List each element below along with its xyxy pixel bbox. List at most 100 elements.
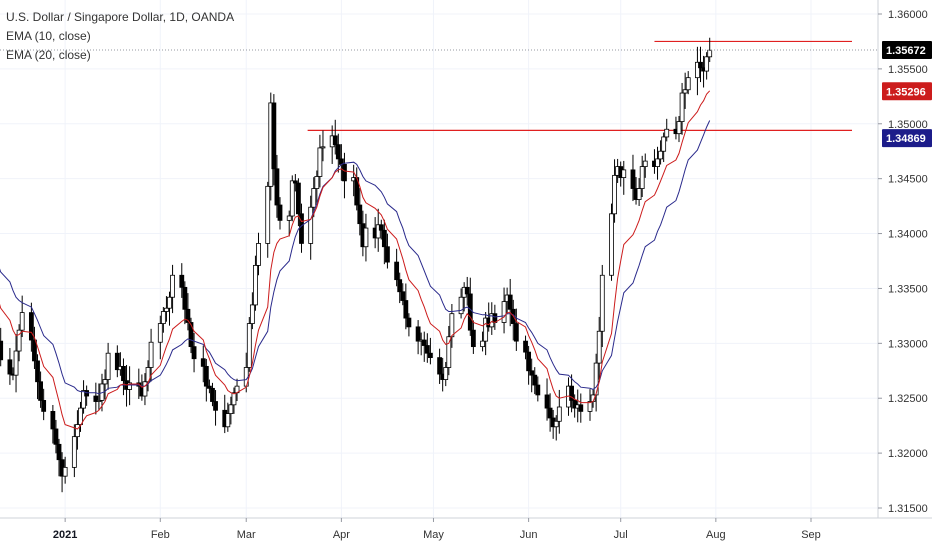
candle-up — [311, 188, 317, 208]
candle-down — [182, 286, 188, 310]
candle-up — [320, 146, 326, 149]
candle-down — [470, 329, 476, 348]
time-tick-label: Jun — [520, 529, 538, 541]
grid — [0, 0, 878, 518]
candle-down — [35, 360, 40, 383]
candle-up — [642, 160, 648, 167]
svg-text:1.35296: 1.35296 — [886, 86, 926, 98]
candle-down — [56, 443, 62, 461]
candle-up — [308, 206, 314, 244]
candle-down — [53, 428, 59, 445]
candle-up — [655, 158, 660, 167]
candle-down — [529, 370, 535, 376]
candle-down — [544, 394, 550, 409]
price-tick-label: 1.32000 — [888, 448, 928, 460]
candle-down — [535, 384, 541, 396]
candle-down — [523, 340, 528, 353]
candle-up — [16, 329, 22, 352]
candle-down — [513, 323, 519, 342]
last-price-badge: 1.35672 — [882, 41, 932, 60]
candle-up — [225, 413, 231, 428]
candle-down — [464, 286, 470, 295]
candle-down — [532, 374, 538, 386]
time-axis[interactable]: 2021 Feb Mar Apr May Jun Jul Aug Sep — [0, 517, 932, 550]
candle-down — [210, 387, 215, 402]
svg-text:1.35672: 1.35672 — [886, 45, 926, 57]
price-tick-label: 1.35500 — [888, 64, 928, 76]
price-axis[interactable]: 1.36000 1.35500 1.35000 1.34500 1.34000 1.335… — [877, 0, 932, 518]
candle-up — [164, 307, 169, 312]
candle-up — [249, 304, 255, 324]
candle-down — [277, 204, 283, 221]
chart-legend: U.S. Dollar / Singapore Dollar, 1D, OAND… — [6, 8, 234, 65]
candle-up — [170, 274, 175, 298]
candle-up — [314, 176, 320, 189]
ema20-line — [0, 120, 711, 395]
candle-down — [421, 339, 427, 346]
candle-down — [296, 182, 301, 215]
candle-up — [148, 341, 154, 368]
time-tick-label: 2021 — [53, 529, 77, 541]
candle-up — [157, 323, 163, 343]
candle-up — [664, 128, 670, 138]
candle-down — [342, 163, 347, 182]
candle-down — [93, 395, 99, 402]
candle-down — [50, 410, 56, 430]
candle-up — [375, 224, 381, 239]
candle-down — [394, 261, 400, 281]
candle-up — [75, 424, 80, 438]
candle-up — [81, 390, 86, 409]
candle-down — [38, 381, 43, 401]
candle-up — [587, 401, 593, 412]
candle-up — [62, 466, 68, 477]
candle-down — [415, 326, 421, 342]
candles — [0, 37, 713, 493]
candle-up — [609, 213, 614, 276]
candle-up — [553, 420, 559, 428]
candle-up — [612, 174, 617, 215]
candle-up — [102, 379, 108, 385]
candle-up — [96, 400, 102, 402]
candle-up — [682, 89, 688, 94]
candle-down — [0, 340, 4, 361]
candle-up — [658, 150, 663, 160]
time-tick-label: Feb — [151, 529, 170, 541]
candle-down — [7, 359, 13, 375]
candle-up — [142, 381, 148, 397]
price-tick-label: 1.34500 — [888, 174, 928, 186]
candle-down — [507, 294, 513, 310]
candle-up — [105, 352, 111, 380]
candle-up — [679, 92, 685, 122]
horizontal-lines — [307, 40, 852, 131]
ema20-label[interactable]: EMA (20, close) — [6, 48, 91, 62]
candle-up — [556, 406, 562, 422]
candle-up — [661, 136, 667, 152]
candle-down — [191, 346, 197, 360]
candle-down — [427, 352, 433, 359]
candle-up — [621, 169, 627, 178]
candle-down — [41, 400, 47, 412]
candle-up — [253, 264, 258, 306]
candle-up — [707, 49, 713, 58]
candle-up — [676, 121, 682, 135]
candle-up — [167, 296, 172, 309]
candle-down — [357, 204, 363, 225]
candle-down — [121, 365, 126, 382]
candle-up — [596, 330, 602, 364]
candle-up — [317, 147, 323, 177]
candle-down — [547, 407, 553, 419]
symbol-title[interactable]: U.S. Dollar / Singapore Dollar, 1D, OAND… — [6, 10, 235, 24]
ema10-price-badge: 1.35296 — [882, 82, 932, 101]
candle-down — [84, 390, 90, 397]
time-tick-label: Sep — [801, 529, 821, 541]
candle-up — [363, 227, 369, 248]
candle-up — [483, 317, 489, 342]
price-tick-label: 1.33500 — [888, 283, 928, 295]
candle-down — [385, 246, 390, 263]
ema10-label[interactable]: EMA (10, close) — [6, 29, 91, 43]
candle-up — [458, 296, 464, 315]
candle-down — [332, 135, 338, 146]
price-tick-label: 1.33000 — [888, 338, 928, 350]
candle-down — [335, 144, 341, 160]
